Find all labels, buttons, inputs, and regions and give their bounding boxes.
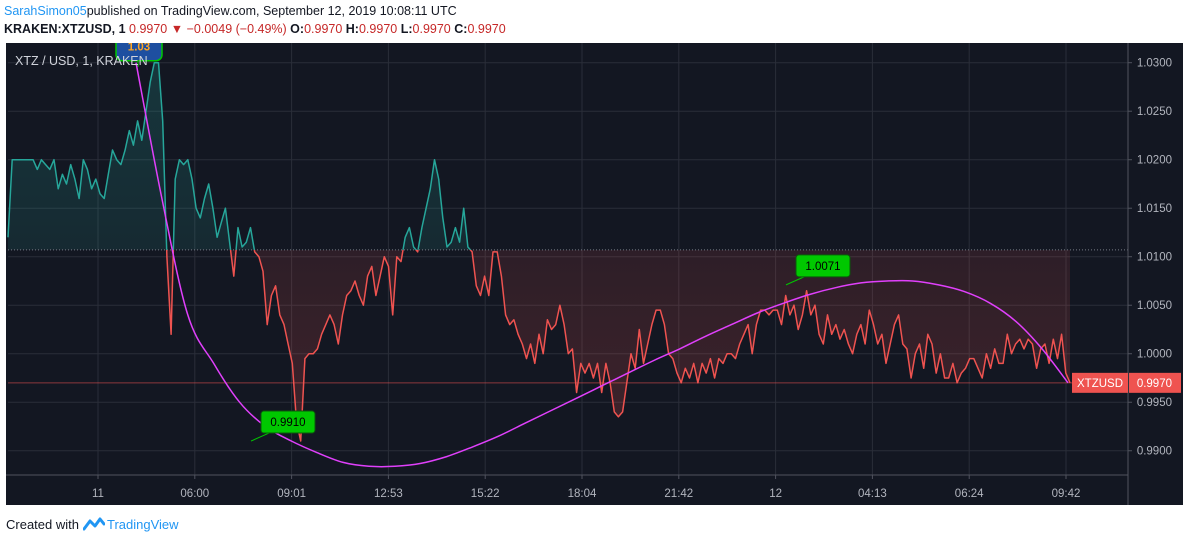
annotation-label: 1.0071 [785,254,851,286]
y-tick-label: 1.0300 [1137,58,1172,70]
price-chart[interactable]: 1.03 0.9910 1.0071 1.0300 1.0250 1.0200 1.015… [6,43,1183,505]
chart-area[interactable]: 1.03 0.9910 1.0071 1.0300 1.0250 1.0200 1.015… [6,43,1183,505]
annotations: 1.03 0.9910 1.0071 [115,43,851,442]
y-tick-label: 1.0000 [1137,349,1172,361]
high-value: 0.9970 [358,22,398,36]
x-tick-label: 09:42 [1052,488,1081,500]
annotation-text: 1.0071 [805,261,840,273]
low-label: L: [400,22,413,36]
annotation-label: 0.9910 [250,410,316,442]
annotation-box [260,410,316,434]
area-fills [8,62,1070,441]
series-line-down [165,249,1071,442]
down-arrow-icon: ▼ [170,22,184,36]
x-tick-label: 04:13 [858,488,887,500]
area-below-fill [8,249,1070,441]
ticker-symbol: KRAKEN:XTZUSD, 1 [4,22,126,36]
x-tick-label: 11 [92,488,104,500]
price-tag-text: 0.9970 [1137,378,1172,390]
annotation-text: 0.9910 [270,417,305,429]
tradingview-brand[interactable]: TradingView [106,516,179,532]
price-tag-box [1129,372,1181,393]
reference-lines [8,249,1128,384]
symbol-tag-text: XTZUSD [1077,378,1123,390]
close-value: 0.9970 [467,22,506,36]
ticker-change: −0.0049 (−0.49%) [186,22,287,36]
x-tick-label: 12 [769,488,782,500]
x-tick-label: 06:00 [180,488,209,500]
footer: Created with TradingView [6,514,179,534]
y-tick-label: 0.9900 [1137,446,1172,458]
x-tick-label: 12:53 [374,488,403,500]
y-tick-label: 1.0050 [1137,300,1172,312]
price-series [7,61,1071,442]
y-tick-label: 1.0250 [1137,106,1172,118]
annotation-pointer [250,432,270,442]
low-value: 0.9970 [412,22,451,36]
symbol-tag-box [1072,372,1128,393]
series-line-up [7,61,472,250]
y-tick-label: 1.0200 [1137,155,1172,167]
x-tick-label: 18:04 [568,488,597,500]
y-tick-label: 1.0150 [1137,203,1172,215]
axes: 1.0300 1.0250 1.0200 1.0150 1.0100 1.0050 1.00… [6,43,1181,505]
ticker-last: 0.9970 [129,22,168,36]
annotation-box [795,254,851,278]
tradingview-logo-icon [82,517,105,531]
close-label: C: [454,22,468,36]
chart-title: XTZ / USD, 1, KRAKEN [15,54,148,68]
open-label: O: [290,22,305,36]
x-tick-label: 06:24 [955,488,984,500]
x-tick-label: 09:01 [277,488,306,500]
high-label: H: [345,22,359,36]
annotation-pointer [785,276,805,286]
annotation-text: 1.03 [128,43,150,54]
area-above-fill [8,62,1070,250]
open-value: 0.9970 [304,22,343,36]
y-tick-label: 1.0100 [1137,252,1172,264]
x-tick-label: 15:22 [471,488,500,500]
publish-line: SarahSimon05published on TradingView.com… [4,4,457,22]
y-tick-label: 0.9950 [1137,397,1172,409]
x-tick-label: 21:42 [664,488,693,500]
annotation-box [115,43,163,62]
annotation-label: 1.03 [115,43,163,67]
published-text: published on TradingView.com, September … [86,4,457,18]
ticker-line: KRAKEN:XTZUSD, 1 0.9970 ▼ −0.0049 (−0.49… [4,22,506,40]
author-link[interactable]: SarahSimon05 [4,4,87,18]
created-with-text: Created with [6,516,79,532]
